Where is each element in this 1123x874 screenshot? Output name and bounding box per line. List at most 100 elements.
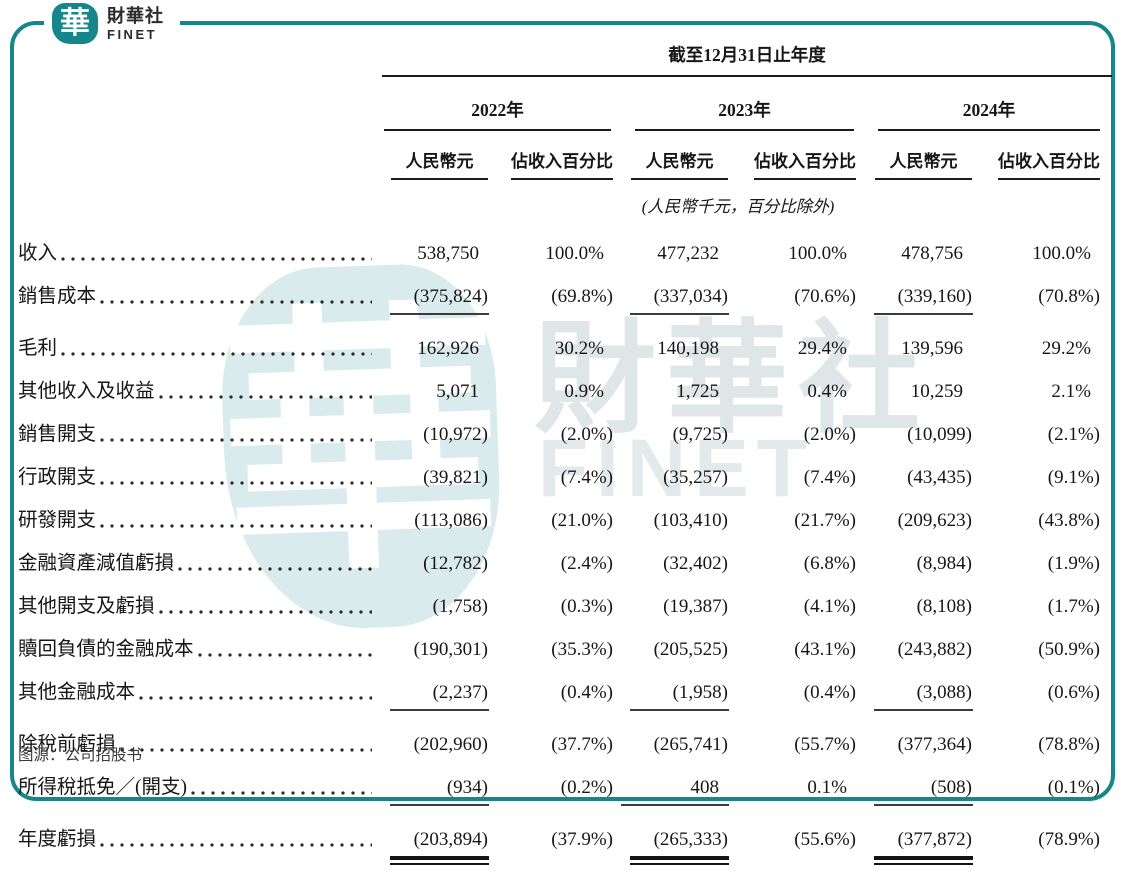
value-cell: (0.6%): [972, 682, 1100, 704]
dot-leader: [100, 842, 372, 848]
amount-value: (243,882): [897, 639, 972, 660]
row-label-cell: 研發開支: [18, 503, 376, 532]
brand-name-zh: 財華社: [107, 5, 164, 26]
table-row: 銷售開支 (10,972) (2.0%) (9,725) (2.0%) (10,099) (…: [18, 417, 1100, 446]
percent-value: (2.4%): [560, 553, 613, 574]
row-label: 收入: [18, 243, 58, 264]
amount-value: (265,333): [630, 829, 729, 865]
dot-leader: [100, 299, 372, 305]
row-label: 除稅前虧損: [18, 734, 116, 755]
value-cell: (265,741): [613, 734, 728, 756]
col-header-pct-2024: 佔收入百分比: [998, 147, 1100, 180]
table-body: 收入 538,750 100.0% 477,232 100.0% 478,756 100.0…: [18, 236, 1100, 865]
row-label: 銷售成本: [18, 286, 97, 307]
value-cell: (0.4%): [728, 682, 856, 704]
value-cell: (0.1%): [972, 777, 1100, 799]
value-cell: 478,756: [856, 243, 972, 265]
value-cell: (1,958): [613, 682, 729, 711]
table-row: 贖回負債的金融成本 (190,301) (35.3%) (205,525) (43.1%…: [18, 632, 1100, 661]
value-cell: (377,872): [856, 829, 973, 865]
value-cell: (50.9%): [972, 639, 1100, 661]
percent-value: (2.0%): [560, 424, 613, 445]
amount-value: 538,750: [417, 243, 479, 264]
table-note-row: (人民幣千元，百分比除外): [18, 193, 1100, 217]
percent-value: (0.4%): [803, 682, 856, 703]
teal-border-frame: [10, 21, 1115, 801]
value-cell: (43,435): [856, 467, 972, 489]
value-cell: (37.7%): [488, 734, 613, 756]
col-header-rmb-2022: 人民幣元: [391, 147, 488, 180]
percent-value: (0.1%): [1047, 777, 1100, 798]
amount-value: (43,435): [907, 467, 972, 488]
amount-value: 408: [621, 777, 729, 806]
percent-value: 29.2%: [1041, 338, 1091, 359]
value-cell: (10,972): [376, 424, 488, 446]
amount-value: (377,364): [897, 734, 972, 755]
value-cell: (2.0%): [488, 424, 613, 446]
amount-value: 478,756: [901, 243, 963, 264]
financial-table: 截至12月31日止年度 2022年 2023年 2024年 人民幣元 佔收入百分…: [18, 42, 1112, 874]
row-label-cell: 其他金融成本: [18, 675, 376, 704]
period-header: 截至12月31日止年度: [382, 42, 1112, 77]
dot-leader: [61, 351, 372, 357]
percent-value: (43.8%): [1038, 510, 1100, 531]
percent-value: 30.2%: [554, 338, 604, 359]
value-cell: (70.8%): [972, 286, 1100, 308]
value-cell: 100.0%: [728, 243, 856, 265]
row-label: 毛利: [18, 338, 58, 359]
percent-value: (21.7%): [794, 510, 856, 531]
percent-value: (37.9%): [551, 829, 613, 850]
value-cell: 162,926: [376, 338, 488, 360]
value-cell: 29.2%: [972, 338, 1100, 360]
value-cell: 0.9%: [488, 381, 613, 403]
percent-value: (50.9%): [1038, 639, 1100, 660]
value-cell: 538,750: [376, 243, 488, 265]
value-cell: (8,108): [856, 596, 972, 618]
value-cell: (265,333): [613, 829, 729, 865]
table-year-header-row: 2022年 2023年 2024年: [18, 97, 1100, 131]
row-label-cell: 銷售開支: [18, 417, 376, 446]
table-row: 銷售成本 (375,824) (69.8%) (337,034) (70.6%) (339…: [18, 279, 1100, 315]
amount-value: (209,623): [897, 510, 972, 531]
value-cell: (35,257): [613, 467, 728, 489]
percent-value: 2.1%: [1051, 381, 1091, 402]
value-cell: 408: [613, 777, 729, 806]
amount-value: 140,198: [657, 338, 719, 359]
percent-value: (7.4%): [560, 467, 613, 488]
value-cell: (7.4%): [728, 467, 856, 489]
percent-value: 0.9%: [564, 381, 604, 402]
amount-value: (205,525): [653, 639, 728, 660]
amount-value: (113,086): [414, 510, 488, 531]
amount-value: (32,402): [663, 553, 728, 574]
percent-value: (9.1%): [1047, 467, 1100, 488]
value-cell: (2.0%): [728, 424, 856, 446]
row-label: 金融資產減值虧損: [18, 553, 175, 574]
value-cell: (37.9%): [488, 829, 613, 851]
value-cell: (39,821): [376, 467, 488, 489]
amount-value: (265,741): [653, 734, 728, 755]
percent-value: (7.4%): [803, 467, 856, 488]
percent-value: (70.6%): [794, 286, 856, 307]
amount-value: 162,926: [417, 338, 479, 359]
value-cell: 477,232: [613, 243, 728, 265]
amount-value: (8,984): [916, 553, 972, 574]
amount-value: (1,958): [630, 682, 729, 711]
value-cell: (202,960): [376, 734, 488, 756]
amount-value: (12,782): [423, 553, 488, 574]
value-cell: (55.7%): [728, 734, 856, 756]
percent-value: 100.0%: [1032, 243, 1091, 264]
dot-leader: [178, 566, 372, 572]
percent-value: 0.1%: [807, 777, 847, 798]
amount-value: (8,108): [916, 596, 972, 617]
amount-value: (202,960): [413, 734, 488, 755]
col-header-rmb-2023: 人民幣元: [631, 147, 728, 180]
value-cell: (32,402): [613, 553, 728, 575]
table-row: 行政開支 (39,821) (7.4%) (35,257) (7.4%) (43,435)…: [18, 460, 1100, 489]
amount-value: 477,232: [657, 243, 719, 264]
value-cell: (203,894): [376, 829, 489, 865]
value-cell: (243,882): [856, 639, 972, 661]
table-row: 所得稅抵免／(開支) (934) (0.2%) 408 0.1% (508) (0.1%): [18, 770, 1100, 806]
dot-leader: [119, 747, 372, 753]
amount-value: (337,034): [630, 286, 729, 315]
row-label-cell: 年度虧損: [18, 822, 376, 851]
